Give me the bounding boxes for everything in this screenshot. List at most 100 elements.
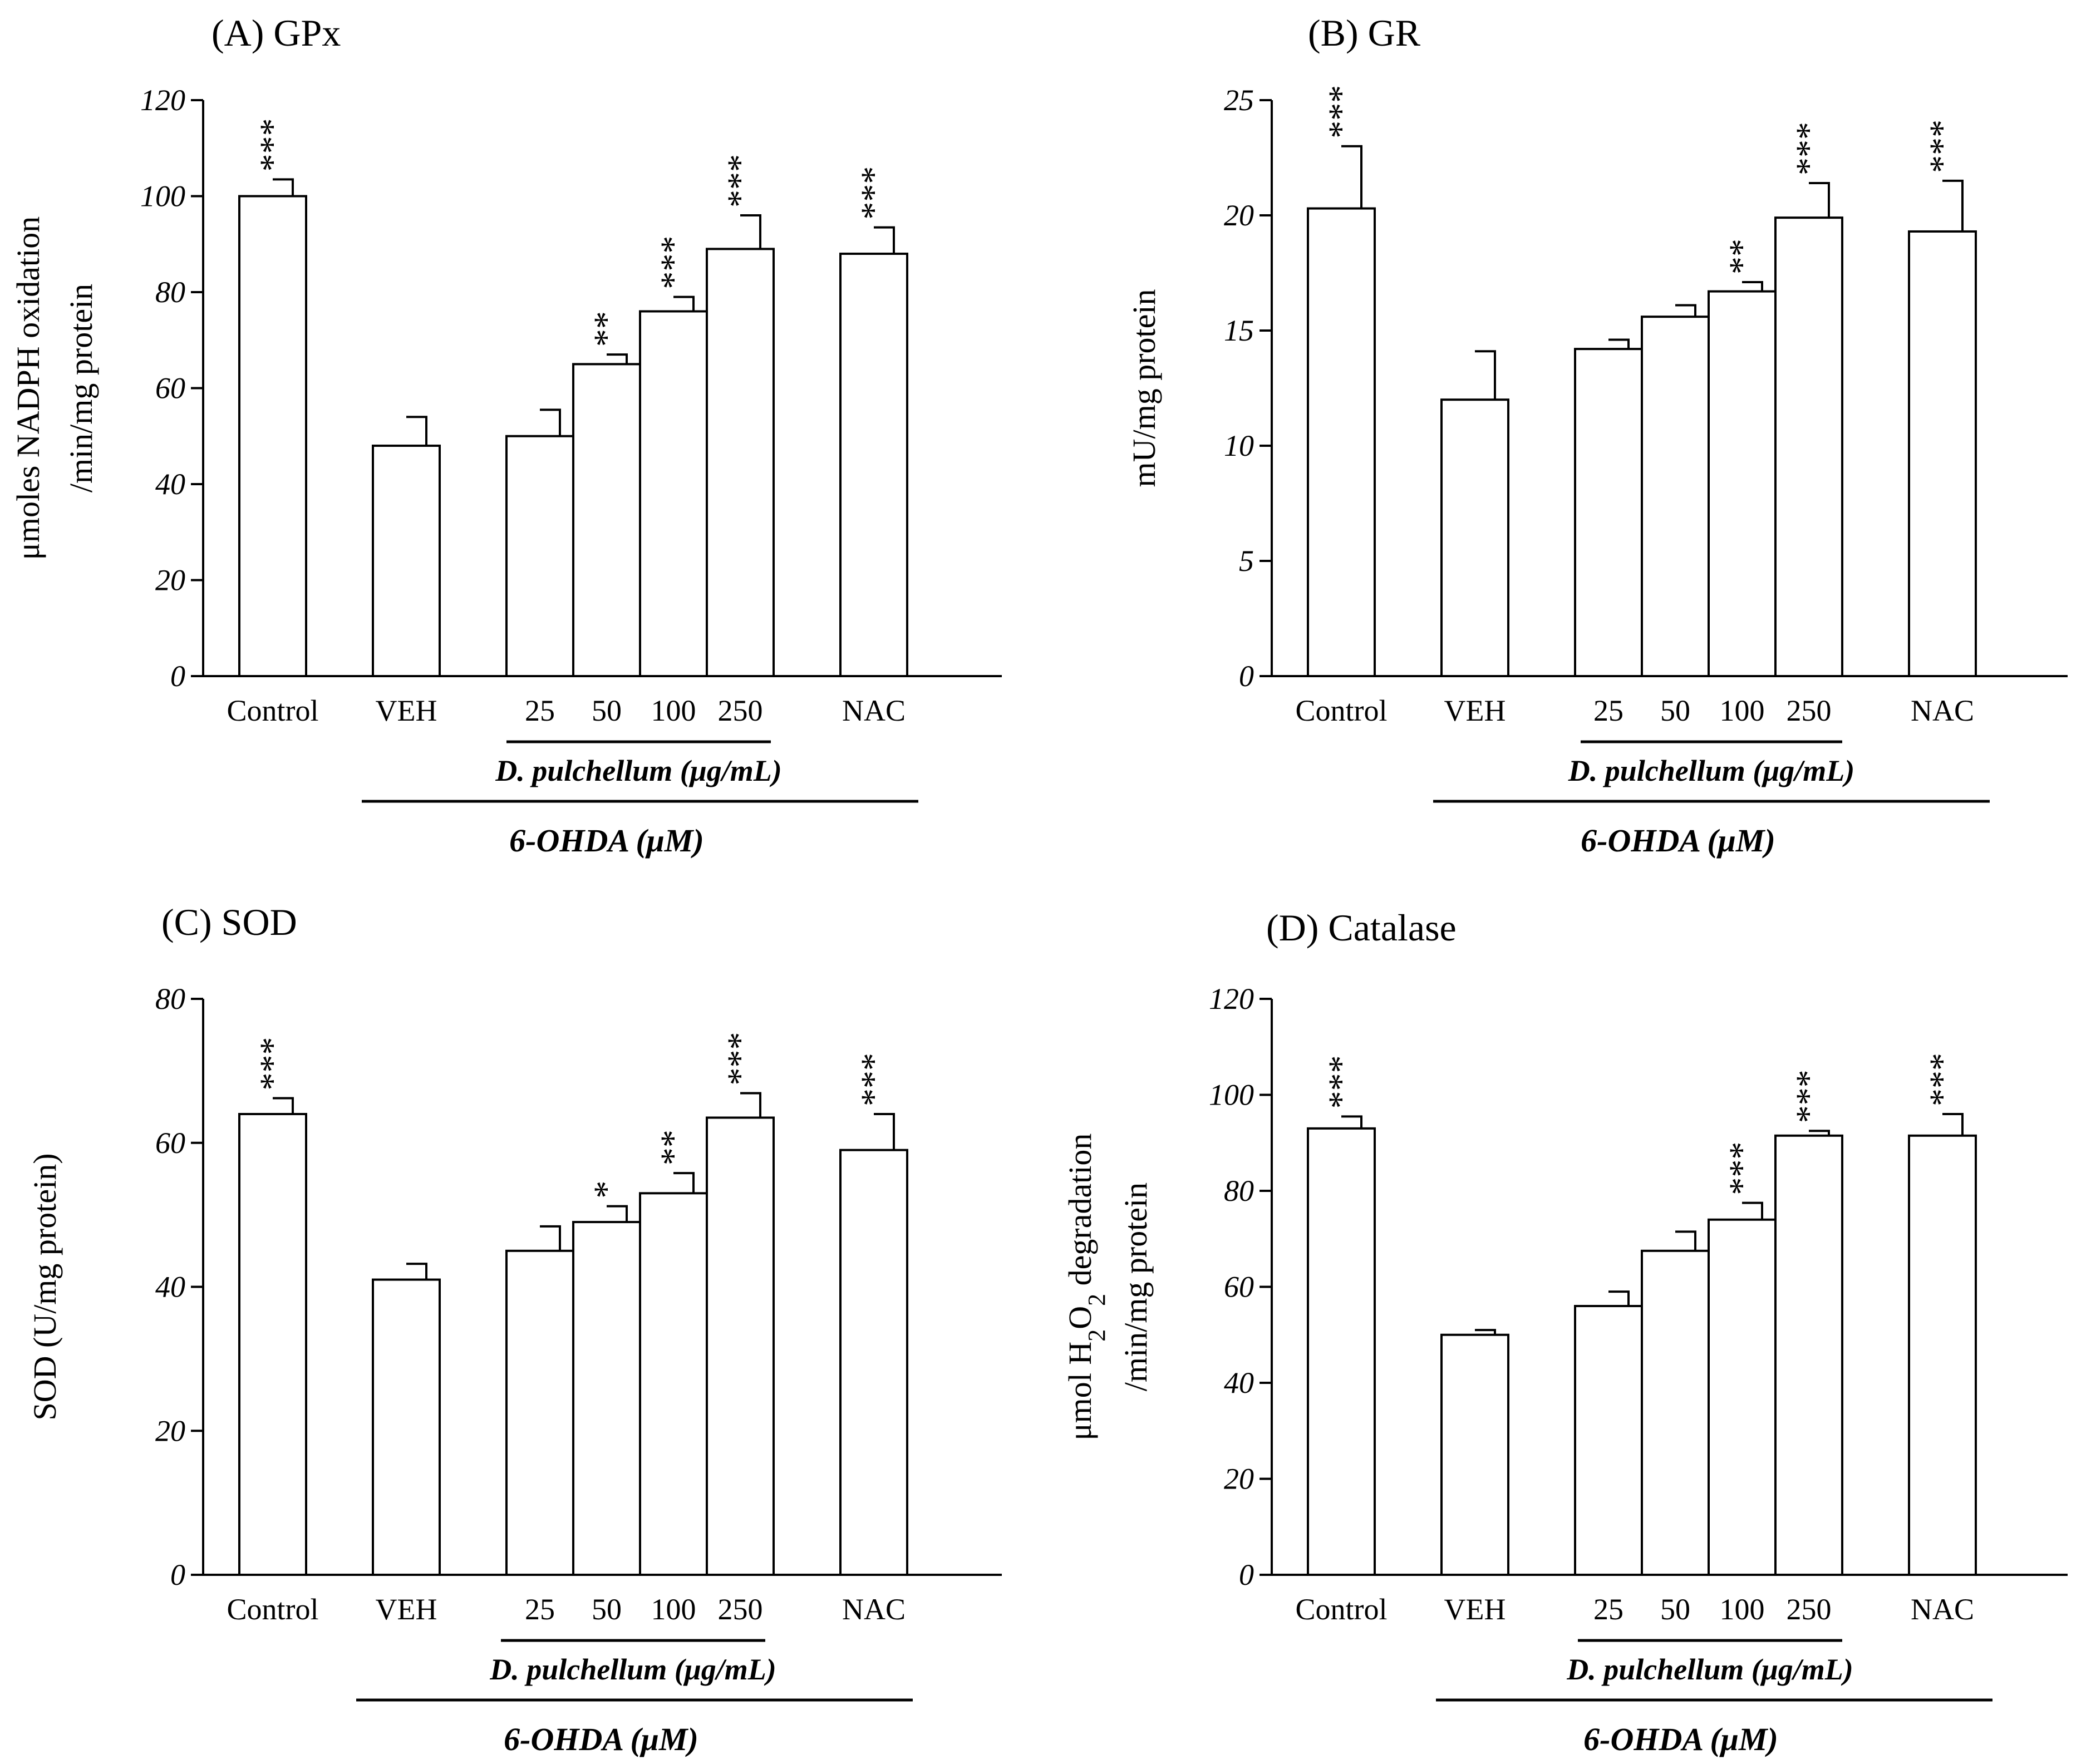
category-label: NAC <box>1911 1593 1974 1626</box>
y-tick-label: 100 <box>1209 1078 1254 1112</box>
category-label: 100 <box>651 694 696 727</box>
bar <box>505 1249 574 1576</box>
y-tick-label: 40 <box>155 467 185 501</box>
category-label: 100 <box>1720 1593 1765 1626</box>
bar <box>572 363 641 677</box>
y-tick-label: 25 <box>1224 83 1254 117</box>
significance-mark: *** <box>854 166 893 220</box>
y-axis-label: μmol H2O2 degradation <box>1062 1134 1110 1441</box>
y-tick-label: 20 <box>1224 199 1254 232</box>
chart-title: (C) SOD <box>161 901 297 943</box>
significance-mark: *** <box>1789 1070 1828 1123</box>
category-label: VEH <box>1444 694 1506 727</box>
bar <box>839 253 908 677</box>
treatment-label: 6-OHDA (μM) <box>1583 1721 1778 1757</box>
y-tick-label: 0 <box>170 1558 185 1591</box>
y-tick-label: 20 <box>1224 1462 1254 1496</box>
bar <box>1774 1134 1843 1576</box>
significance-mark: ** <box>653 1130 693 1165</box>
bar <box>639 1192 708 1576</box>
category-label: NAC <box>842 694 906 727</box>
y-axis-label-part: O <box>1062 1306 1098 1329</box>
group-label: D. pulchellum (μg/mL) <box>1566 1653 1853 1686</box>
y-tick-label: 60 <box>155 372 185 405</box>
bar <box>505 435 574 677</box>
category-label: Control <box>1295 1593 1387 1626</box>
bar <box>1908 1134 1977 1576</box>
bar <box>1574 1305 1643 1576</box>
y-tick-label: 60 <box>1224 1270 1254 1304</box>
treatment-label: 6-OHDA (μM) <box>509 822 704 859</box>
category-label: 25 <box>525 1593 555 1626</box>
category-label: 250 <box>718 1593 763 1626</box>
y-tick-label: 40 <box>1224 1366 1254 1400</box>
significance-mark: *** <box>854 1053 893 1106</box>
bar <box>372 445 441 677</box>
y-tick-label: 10 <box>1224 429 1254 462</box>
significance-mark: ** <box>1722 239 1762 274</box>
bar <box>1440 1333 1509 1576</box>
category-label: 100 <box>651 1593 696 1626</box>
category-label: 100 <box>1720 694 1765 727</box>
y-tick-label: 20 <box>155 1414 185 1447</box>
bar <box>1641 316 1710 677</box>
significance-mark: *** <box>1321 85 1361 139</box>
chart-panel-1: (B) GR 0 5 10 15 20 25 mU/mg protein *** Control V… <box>1126 12 2068 859</box>
y-axis-label-sub: 2 <box>1083 1329 1110 1342</box>
chart-title: (B) GR <box>1308 12 1421 54</box>
significance-mark: *** <box>1321 1055 1361 1108</box>
y-tick-label: 120 <box>1209 982 1254 1016</box>
significance-mark: *** <box>1789 122 1828 175</box>
bar <box>1307 207 1376 677</box>
significance-mark: *** <box>653 236 693 289</box>
category-label: VEH <box>376 694 437 727</box>
y-axis-label: mU/mg protein <box>1126 289 1162 487</box>
category-label: 25 <box>1593 694 1623 727</box>
y-tick-label: 15 <box>1224 314 1254 347</box>
treatment-label: 6-OHDA (μM) <box>504 1721 698 1757</box>
y-tick-label: 60 <box>155 1126 185 1160</box>
group-label: D. pulchellum (μg/mL) <box>495 754 782 787</box>
bar <box>1307 1127 1376 1576</box>
y-tick-label: 120 <box>140 83 185 117</box>
y-tick-label: 100 <box>140 180 185 213</box>
y-tick-label: 80 <box>155 275 185 309</box>
y-axis-label: SOD (U/mg protein) <box>27 1153 63 1420</box>
significance-mark: *** <box>1922 120 1962 173</box>
category-label: Control <box>227 1593 318 1626</box>
y-tick-label: 5 <box>1239 544 1254 578</box>
y-axis-label: /min/mg protein <box>1118 1182 1154 1391</box>
y-axis-label-sub: 2 <box>1083 1294 1110 1306</box>
bar <box>706 248 775 677</box>
y-axis-label: μmoles NADPH oxidation <box>10 216 46 560</box>
chart-panel-0: (A) GPx 0 20 40 60 80 100 120 μmoles NADPH oxida… <box>10 12 1002 859</box>
bar <box>1574 348 1643 677</box>
bar <box>839 1149 908 1576</box>
significance-mark: ** <box>587 311 626 347</box>
chart-title: (D) Catalase <box>1266 906 1457 949</box>
treatment-label: 6-OHDA (μM) <box>1581 822 1775 859</box>
group-label: D. pulchellum (μg/mL) <box>1568 754 1855 787</box>
bar <box>1908 230 1977 678</box>
bar <box>639 310 708 677</box>
category-label: 250 <box>718 694 763 727</box>
category-label: VEH <box>1444 1593 1506 1626</box>
bar <box>1440 398 1509 677</box>
bar <box>372 1278 441 1576</box>
category-label: 25 <box>1593 1593 1623 1626</box>
y-tick-label: 80 <box>1224 1174 1254 1208</box>
y-axis-label-part: μmol H <box>1062 1342 1098 1441</box>
category-label: 50 <box>592 1593 622 1626</box>
bar <box>1774 216 1843 677</box>
significance-mark: *** <box>1722 1142 1762 1195</box>
y-tick-label: 20 <box>155 564 185 597</box>
category-label: VEH <box>376 1593 437 1626</box>
category-label: Control <box>227 694 318 727</box>
category-label: NAC <box>1911 694 1974 727</box>
category-label: NAC <box>842 1593 906 1626</box>
significance-mark: *** <box>253 1037 292 1091</box>
significance-mark: *** <box>253 118 292 171</box>
